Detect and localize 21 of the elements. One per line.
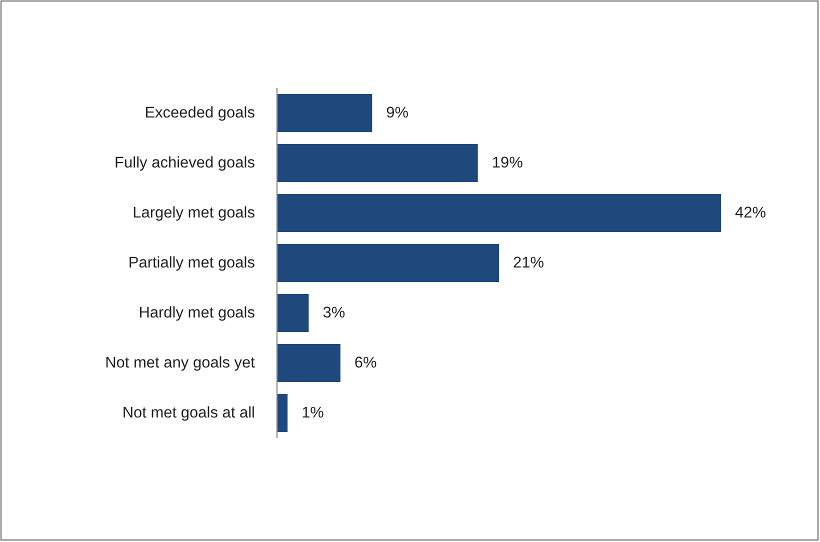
y-tick-label: Not met goals at all (122, 404, 255, 422)
bar (277, 144, 478, 182)
y-tick-label: Largely met goals (132, 204, 256, 222)
bar (277, 244, 499, 282)
data-label: 9% (386, 104, 409, 122)
data-label: 1% (302, 404, 324, 422)
y-tick-label: Exceeded goals (144, 104, 256, 122)
data-label: 42% (735, 204, 766, 222)
bar (277, 94, 372, 132)
data-label: 19% (492, 154, 524, 172)
y-tick-label: Not met any goals yet (105, 354, 256, 372)
y-tick-label: Partially met goals (128, 254, 256, 272)
bar (277, 194, 721, 232)
bar (277, 394, 288, 432)
data-label: 21% (513, 254, 544, 272)
bar (277, 344, 340, 382)
y-tick-label: Hardly met goals (138, 304, 256, 322)
y-tick-label: Fully achieved goals (114, 154, 256, 172)
data-label: 3% (322, 304, 346, 322)
bar (277, 294, 309, 332)
data-label: 6% (354, 354, 378, 372)
